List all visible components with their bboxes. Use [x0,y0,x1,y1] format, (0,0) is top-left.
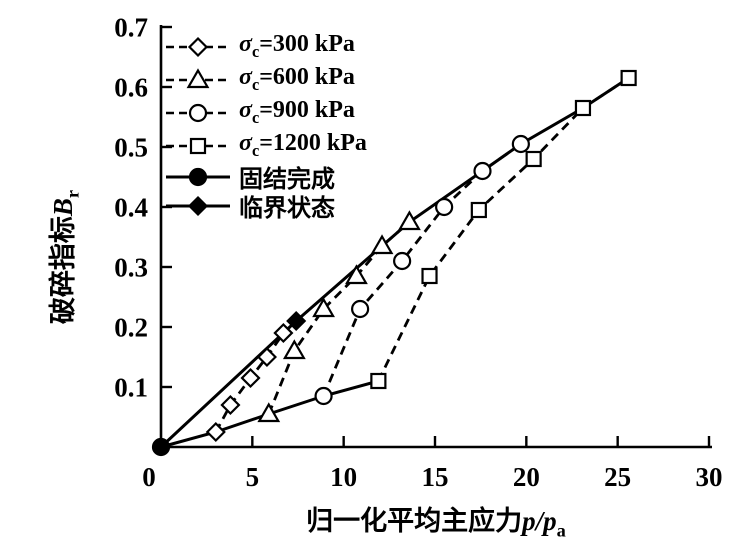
diamond-filled-marker [187,195,209,216]
x-axis-variable: p/p [522,506,557,536]
legend: σc=300 kPa σc=600 kPa σc=900 kPa σc=1200… [163,30,367,223]
x-axis-title: 归一化平均主应力p/pa [216,499,656,541]
triangle-marker [345,264,368,285]
dashed-diamond-legend-icon [163,34,233,60]
circle-marker [511,134,530,154]
sigma-subscript: c [251,107,260,127]
y-tick-label: 0.4 [114,193,148,223]
circle-marker [435,197,454,217]
triangle-marker [257,402,281,423]
legend-value: =1200 kPa [259,130,367,157]
legend-value: =300 kPa [259,31,355,58]
legend-value: 固结完成 [239,167,335,193]
x-tick-label: 5 [246,462,260,492]
x-axis-title-text: 归一化平均主应力 [306,506,523,536]
diamond-filled-marker [286,310,307,332]
square-marker [470,201,487,219]
y-axis-variable: B [48,198,78,217]
sigma-symbol: σ [239,130,252,157]
diamond-marker [256,346,278,368]
legend-item-900kpa: σc=900 kPa [163,96,367,129]
legend-icon-svg [166,137,230,154]
square-marker [370,372,387,390]
x-tick-label: 25 [604,462,631,492]
legend-label: σc=1200 kPa [239,130,367,161]
y-tick-label: 0.2 [114,313,148,343]
legend-icon-svg [166,167,230,186]
circle-marker [473,161,492,181]
x-axis-variable-subscript: a [556,520,566,541]
square-marker [525,150,542,168]
square-marker [189,137,207,154]
y-axis-title-text: 破碎指标 [48,216,78,325]
sigma-symbol: σ [239,31,252,58]
y-tick-label: 0.5 [114,133,148,163]
legend-value: =900 kPa [259,97,355,124]
x-tick-label: 10 [330,462,357,492]
sigma-subscript: c [251,41,260,61]
circle-marker [393,251,412,271]
dashed-circle-legend-icon [163,100,233,126]
triangle-marker [398,210,421,231]
series-line-3 [377,76,630,382]
diamond-marker [187,36,209,57]
x-tick-label-origin: 0 [142,462,156,492]
dashed-triangle-legend-icon [163,67,233,93]
triangle-marker [282,339,306,360]
legend-value: 临界状态 [239,196,335,222]
legend-label: 临界状态 [239,188,335,223]
legend-icon-svg [166,103,230,122]
diamond-marker [240,367,261,389]
x-tick-label: 20 [513,462,540,492]
legend-icon-svg [166,36,230,57]
diamond-marker [205,421,226,443]
legend-label: σc=300 kPa [239,31,355,62]
y-tick-label: 0.3 [114,253,148,283]
circle-marker [351,299,370,319]
legend-item-300kpa: σc=300 kPa [163,30,367,63]
triangle-marker [370,234,394,255]
sigma-subscript: c [251,140,260,160]
sigma-subscript: c [251,74,260,94]
legend-label: σc=600 kPa [239,64,355,95]
square-marker [574,99,592,117]
triangle-marker [312,297,335,318]
solid-filled-diamond-legend-icon [163,193,233,219]
square-marker [421,267,438,285]
dashed-square-legend-icon [163,133,233,159]
legend-icon-svg [166,67,230,88]
diamond-marker [220,394,241,416]
circle-filled-marker [188,167,208,186]
x-tick-label: 30 [696,462,723,492]
diamond-marker [273,322,294,344]
square-marker [620,69,637,87]
legend-icon-svg [166,195,230,216]
legend-item-consolidation: 固结完成 [163,159,367,194]
y-tick-label: 0.7 [114,13,148,43]
circle-marker [188,103,208,122]
legend-item-1200kpa: σc=1200 kPa [163,129,367,162]
y-tick-label: 0.6 [114,73,148,103]
legend-label: 固结完成 [239,159,335,194]
sigma-symbol: σ [239,64,252,91]
y-tick-label: 0.1 [114,373,148,403]
x-tick-label: 15 [422,462,449,492]
solid-filled-circle-legend-icon [163,164,233,190]
y-axis-title: 破碎指标Br [46,84,83,430]
sigma-symbol: σ [239,97,252,124]
legend-value: =600 kPa [259,64,355,91]
legend-label: σc=900 kPa [239,97,355,128]
y-axis-variable-subscript: r [62,189,83,199]
circle-marker [314,386,333,406]
legend-item-600kpa: σc=600 kPa [163,63,367,96]
legend-item-critical-state: 临界状态 [163,188,367,223]
triangle-marker [186,67,210,88]
circle-filled-marker [151,437,171,457]
